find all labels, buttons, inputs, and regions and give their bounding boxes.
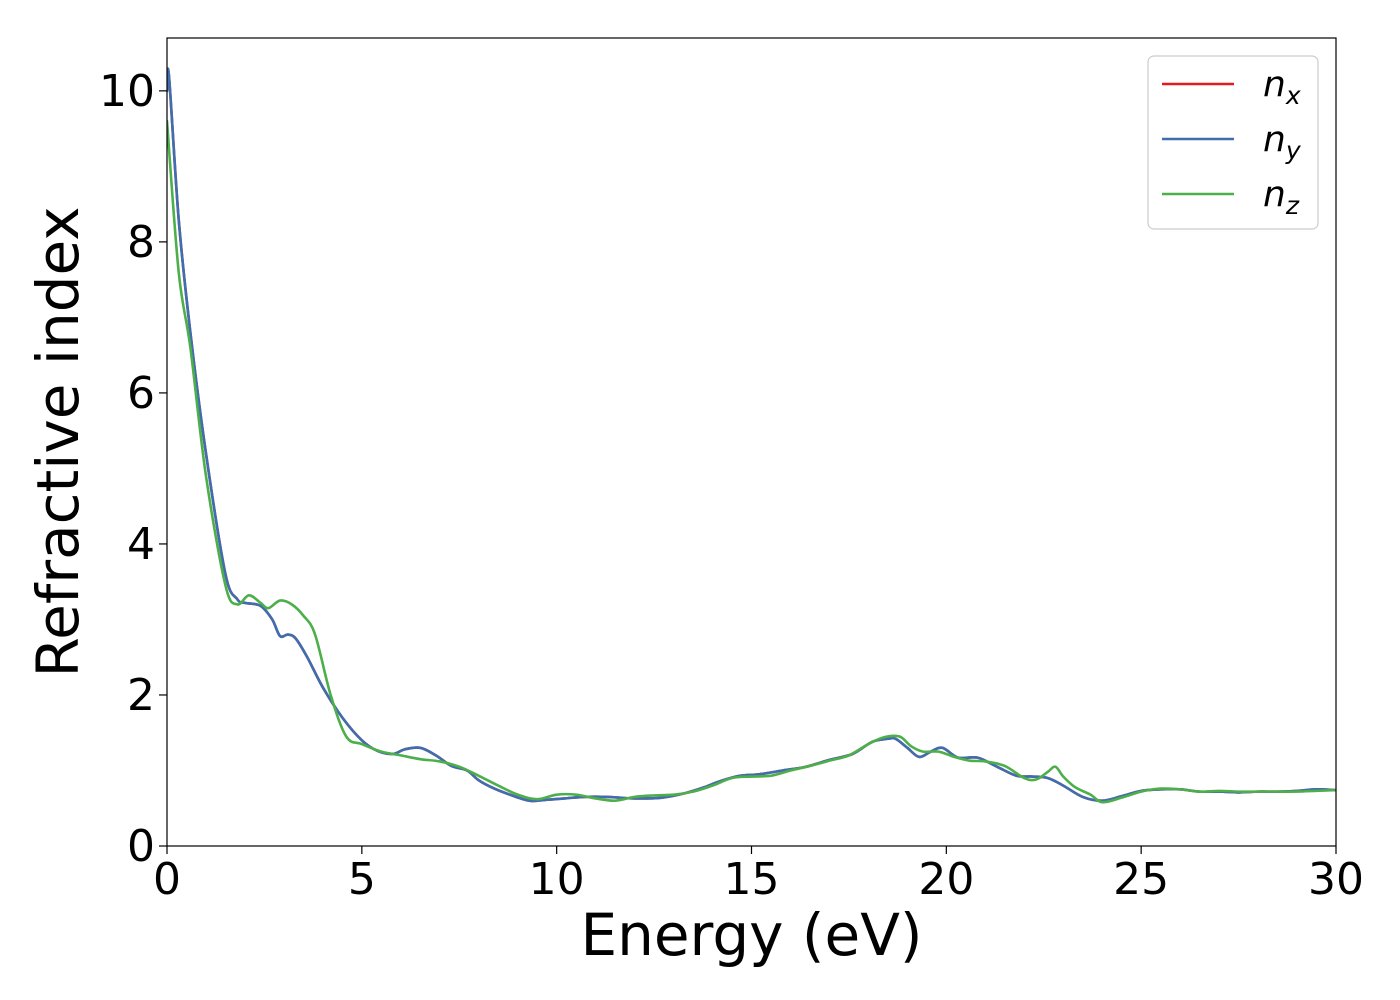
x-tick-label: 0 <box>153 854 181 905</box>
y-tick-label: 2 <box>127 670 155 721</box>
y-axis-ticks: 0 2 4 6 8 10 <box>99 66 167 872</box>
y-tick-label: 10 <box>99 66 155 117</box>
y-tick-label: 8 <box>127 217 155 268</box>
x-axis-label: Energy (eV) <box>580 901 922 969</box>
legend: nx ny nz <box>1147 55 1319 230</box>
x-tick-label: 20 <box>918 854 974 905</box>
y-axis-label: Refractive index <box>24 206 92 677</box>
y-tick-label: 0 <box>127 821 155 872</box>
legend-label-nz: nz <box>1263 174 1300 220</box>
x-tick-label: 25 <box>1113 854 1169 905</box>
x-axis-ticks: 0 5 10 15 20 25 30 <box>153 846 1364 905</box>
y-tick-label: 4 <box>127 519 155 570</box>
series-line-nz <box>167 119 1336 804</box>
legend-box <box>1147 55 1319 230</box>
legend-label-ny: ny <box>1263 119 1302 165</box>
x-tick-label: 5 <box>348 854 376 905</box>
x-tick-label: 15 <box>724 854 780 905</box>
y-tick-label: 6 <box>127 368 155 419</box>
x-tick-label: 10 <box>529 854 585 905</box>
x-tick-label: 30 <box>1308 854 1364 905</box>
series-layer <box>167 67 1336 804</box>
legend-label-nx: nx <box>1263 64 1301 110</box>
